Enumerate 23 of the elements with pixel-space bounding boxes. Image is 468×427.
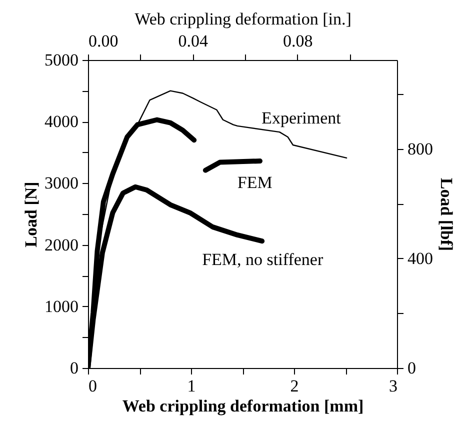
x2-tick-label: 0.00 xyxy=(88,32,118,50)
y-tick-label: 0 xyxy=(70,358,78,378)
y2-tick-label: 400 xyxy=(408,248,433,268)
y-tick-label: 1000 xyxy=(44,296,78,316)
x2-axis-title: Web crippling deformation [in.] xyxy=(134,10,352,28)
annotation: Experiment xyxy=(262,108,342,128)
x2-tick-label: 0.08 xyxy=(282,32,313,50)
y2-axis-title: Load [lbf] xyxy=(437,178,456,252)
x-tick-label: 3 xyxy=(389,376,398,396)
y2-tick-label: 0 xyxy=(408,358,416,378)
y2-tick-label: 800 xyxy=(408,139,433,158)
x-tick-label: 2 xyxy=(290,376,299,396)
x-axis-title: Web crippling deformation [mm] xyxy=(122,396,364,416)
x2-tick-label: 0.04 xyxy=(178,32,209,50)
y-axis-title: Load [N] xyxy=(22,182,40,248)
y-tick-label: 3000 xyxy=(44,174,78,193)
annotation: FEM xyxy=(237,173,272,192)
annotation: FEM, no stiffener xyxy=(202,250,324,270)
x-tick-label: 0 xyxy=(88,376,97,396)
x-tick-label: 1 xyxy=(187,376,196,396)
y-tick-label: 2000 xyxy=(44,235,78,254)
y-tick-label: 4000 xyxy=(44,112,78,132)
y-tick-label: 5000 xyxy=(44,50,78,70)
